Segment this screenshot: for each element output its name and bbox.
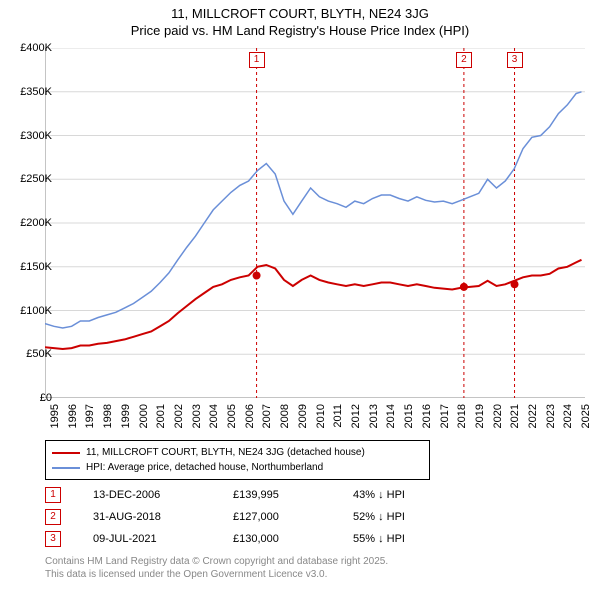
x-tick-label: 2007 — [261, 404, 273, 428]
x-tick-label: 2021 — [509, 404, 521, 428]
footer: Contains HM Land Registry data © Crown c… — [45, 556, 388, 581]
sales-date-3: 09-JUL-2021 — [93, 533, 233, 545]
x-tick-label: 2025 — [580, 404, 592, 428]
footer-line2: This data is licensed under the Open Gov… — [45, 569, 388, 582]
x-tick-label: 2004 — [208, 404, 220, 428]
sale-marker-box: 2 — [456, 52, 472, 68]
x-tick-label: 2002 — [173, 404, 185, 428]
sales-diff-1: 43% ↓ HPI — [353, 489, 473, 501]
legend-label-hpi: HPI: Average price, detached house, Nort… — [86, 462, 323, 473]
y-tick-label: £300K — [20, 130, 52, 142]
x-tick-label: 2008 — [279, 404, 291, 428]
x-tick-label: 1995 — [49, 404, 61, 428]
legend-swatch-hpi — [52, 467, 80, 469]
x-tick-label: 2003 — [191, 404, 203, 428]
x-tick-label: 1996 — [67, 404, 79, 428]
y-tick-label: £0 — [40, 392, 52, 404]
y-tick-label: £50K — [26, 348, 52, 360]
x-tick-label: 2006 — [244, 404, 256, 428]
legend-label-property: 11, MILLCROFT COURT, BLYTH, NE24 3JG (de… — [86, 447, 365, 458]
sales-diff-3: 55% ↓ HPI — [353, 533, 473, 545]
chart-title-line2: Price paid vs. HM Land Registry's House … — [0, 21, 600, 38]
x-tick-label: 2010 — [315, 404, 327, 428]
sales-marker-3: 3 — [45, 531, 61, 547]
x-tick-label: 1999 — [120, 404, 132, 428]
x-tick-label: 2013 — [368, 404, 380, 428]
sales-price-2: £127,000 — [233, 511, 353, 523]
legend-row-property: 11, MILLCROFT COURT, BLYTH, NE24 3JG (de… — [52, 445, 423, 460]
chart-area — [45, 48, 585, 398]
sales-row-1: 1 13-DEC-2006 £139,995 43% ↓ HPI — [45, 484, 545, 506]
x-tick-label: 2012 — [350, 404, 362, 428]
y-tick-label: £150K — [20, 261, 52, 273]
y-tick-label: £350K — [20, 86, 52, 98]
x-tick-label: 2016 — [421, 404, 433, 428]
sale-marker-box: 1 — [249, 52, 265, 68]
chart-title-line1: 11, MILLCROFT COURT, BLYTH, NE24 3JG — [0, 0, 600, 21]
x-tick-label: 2005 — [226, 404, 238, 428]
x-tick-label: 2014 — [385, 404, 397, 428]
chart-container: 11, MILLCROFT COURT, BLYTH, NE24 3JG Pri… — [0, 0, 600, 590]
x-tick-label: 1998 — [102, 404, 114, 428]
sales-price-1: £139,995 — [233, 489, 353, 501]
y-tick-label: £100K — [20, 305, 52, 317]
chart-svg — [45, 48, 585, 398]
sales-date-1: 13-DEC-2006 — [93, 489, 233, 501]
sales-price-3: £130,000 — [233, 533, 353, 545]
sales-diff-2: 52% ↓ HPI — [353, 511, 473, 523]
sales-date-2: 31-AUG-2018 — [93, 511, 233, 523]
y-tick-label: £200K — [20, 217, 52, 229]
y-tick-label: £250K — [20, 173, 52, 185]
x-tick-label: 2020 — [492, 404, 504, 428]
sales-row-2: 2 31-AUG-2018 £127,000 52% ↓ HPI — [45, 506, 545, 528]
sales-marker-1: 1 — [45, 487, 61, 503]
x-tick-label: 2022 — [527, 404, 539, 428]
footer-line1: Contains HM Land Registry data © Crown c… — [45, 556, 388, 569]
x-tick-label: 2001 — [155, 404, 167, 428]
x-tick-label: 2009 — [297, 404, 309, 428]
sales-table: 1 13-DEC-2006 £139,995 43% ↓ HPI 2 31-AU… — [45, 484, 545, 550]
x-tick-label: 2000 — [138, 404, 150, 428]
legend-row-hpi: HPI: Average price, detached house, Nort… — [52, 460, 423, 475]
x-tick-label: 2017 — [439, 404, 451, 428]
sales-row-3: 3 09-JUL-2021 £130,000 55% ↓ HPI — [45, 528, 545, 550]
x-tick-label: 1997 — [84, 404, 96, 428]
sale-marker-box: 3 — [507, 52, 523, 68]
sales-marker-2: 2 — [45, 509, 61, 525]
x-tick-label: 2018 — [456, 404, 468, 428]
x-tick-label: 2015 — [403, 404, 415, 428]
x-tick-label: 2019 — [474, 404, 486, 428]
x-tick-label: 2023 — [545, 404, 557, 428]
y-tick-label: £400K — [20, 42, 52, 54]
x-tick-label: 2011 — [332, 404, 344, 428]
legend: 11, MILLCROFT COURT, BLYTH, NE24 3JG (de… — [45, 440, 430, 480]
x-tick-label: 2024 — [562, 404, 574, 428]
legend-swatch-property — [52, 452, 80, 454]
